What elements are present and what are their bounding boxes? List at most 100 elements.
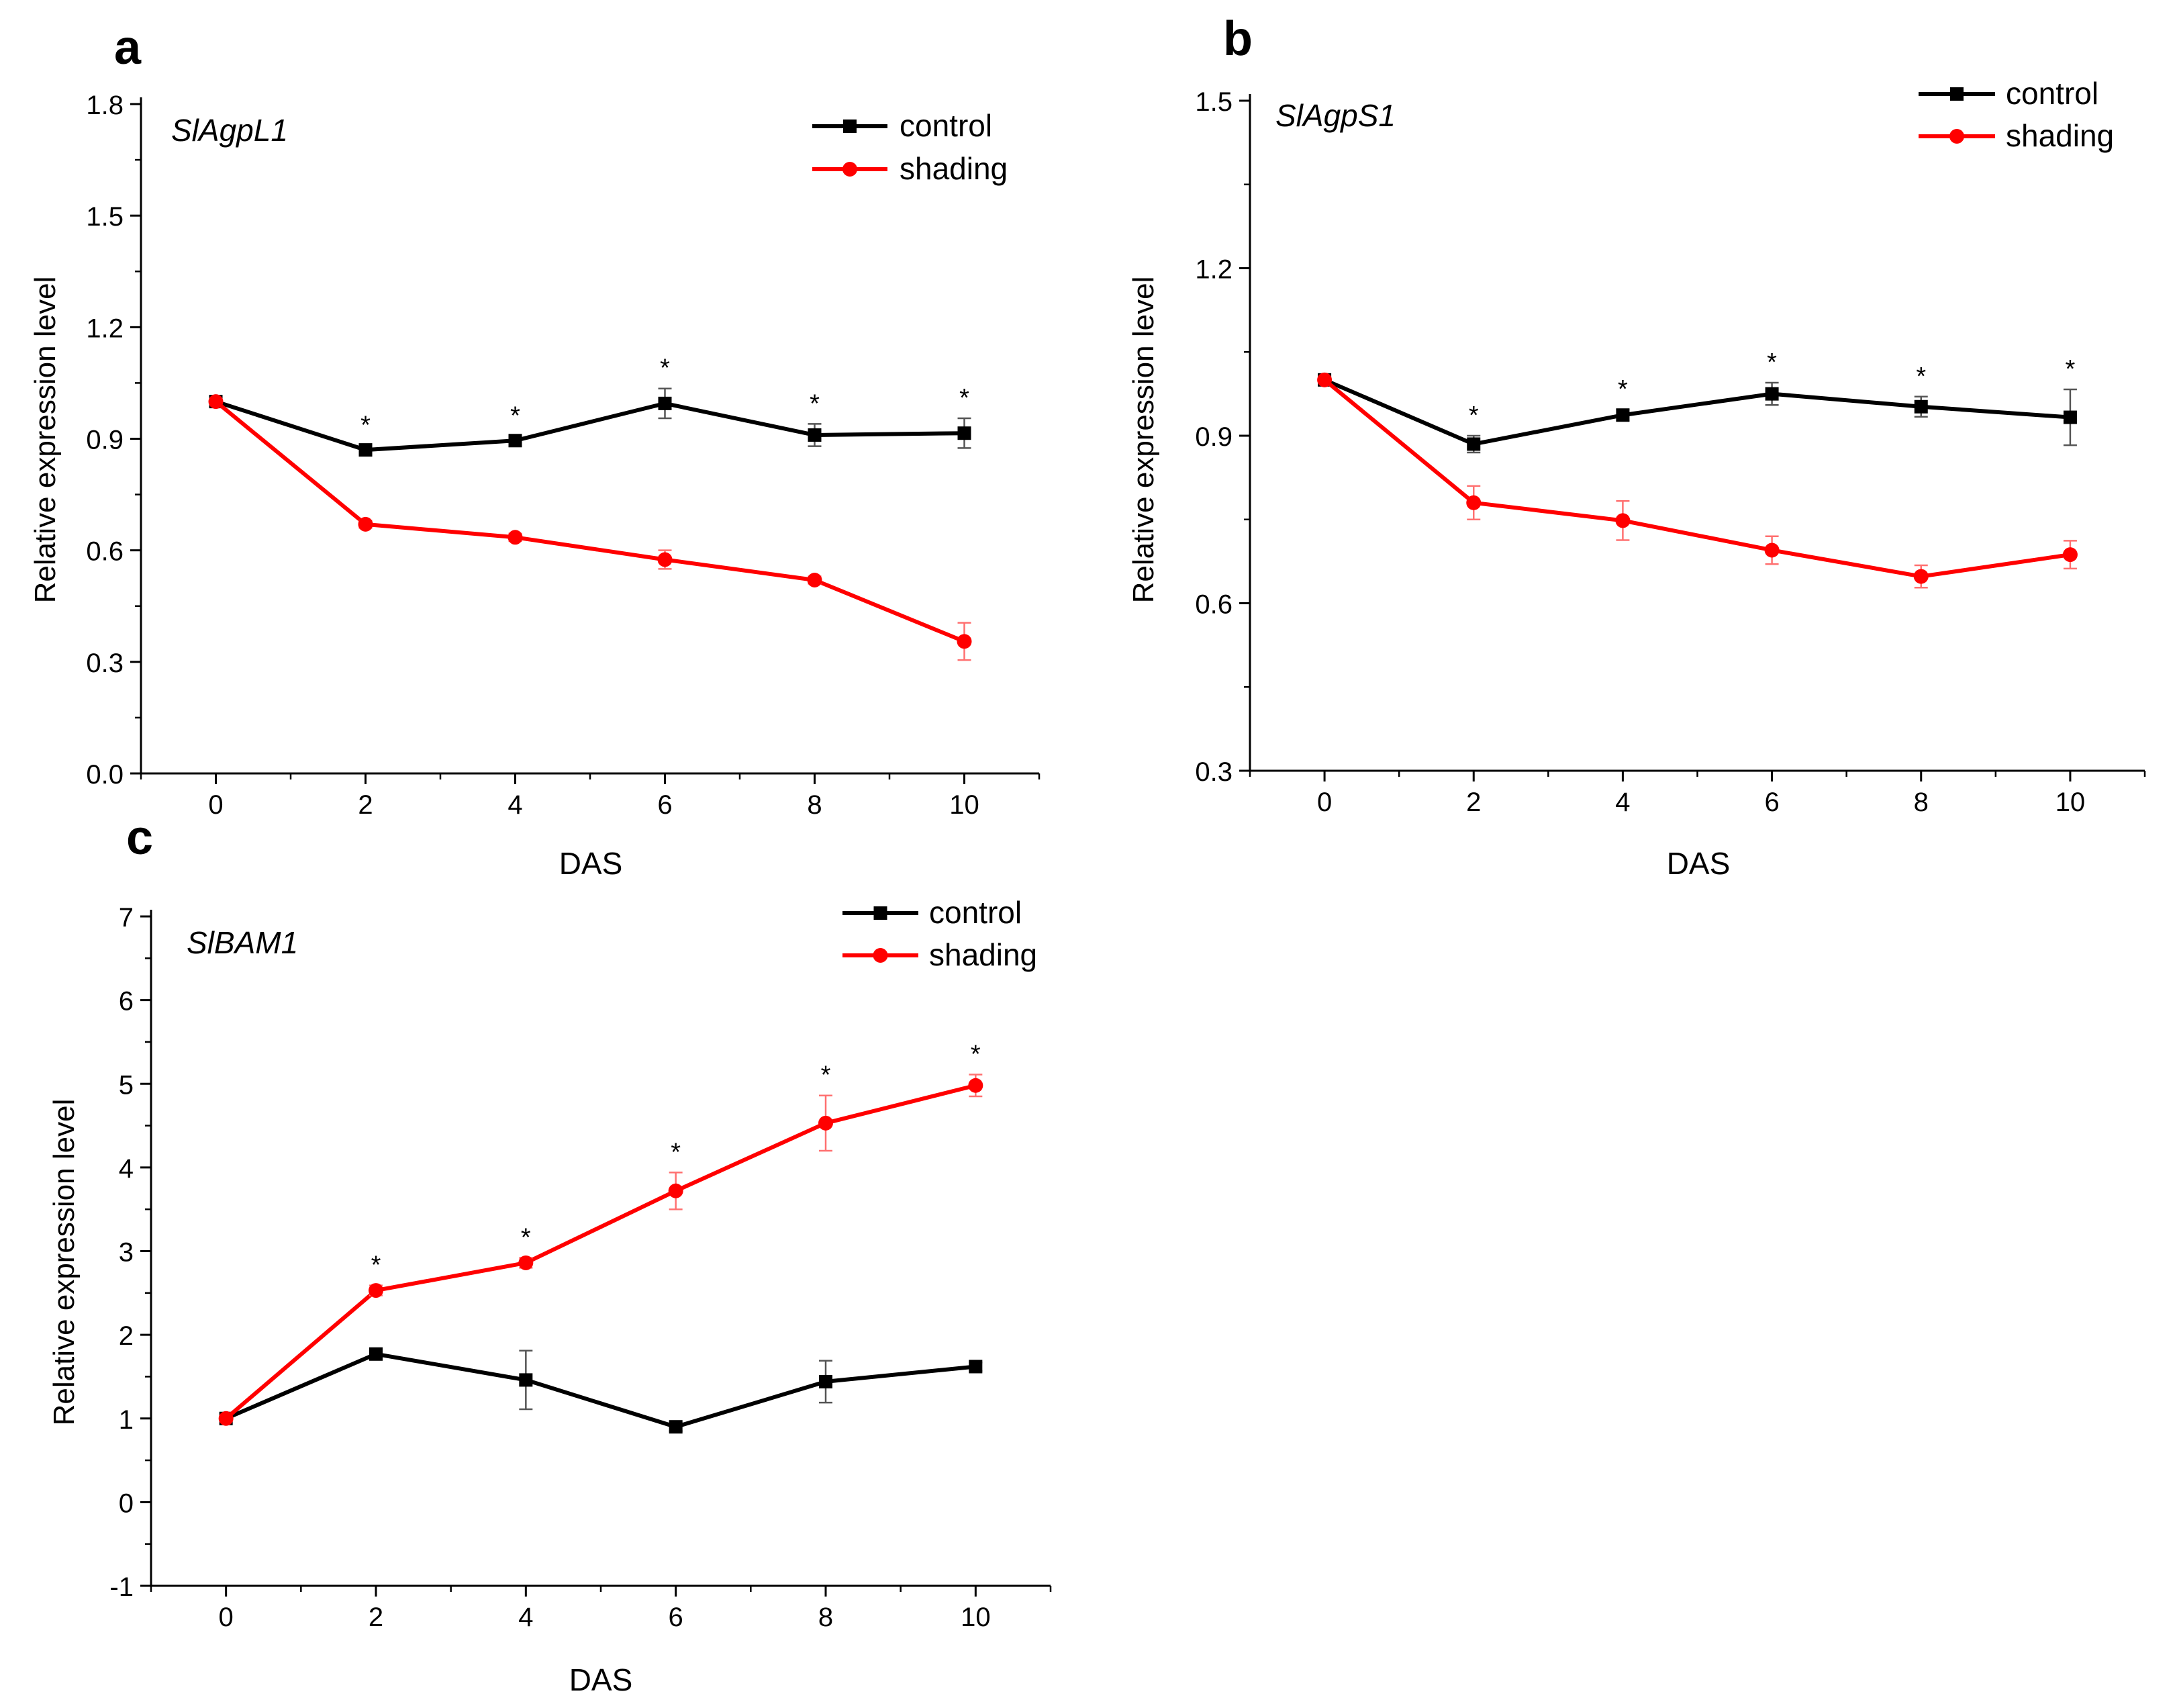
- shading-point-a: [657, 552, 673, 567]
- x-tick-label-c: 2: [369, 1603, 383, 1632]
- gene-label-a: SlAgpL1: [171, 113, 288, 148]
- x-tick-label-c: 10: [961, 1603, 991, 1632]
- y-tick-label-c: 1: [119, 1405, 134, 1435]
- significance-asterisk-c: *: [971, 1041, 981, 1069]
- significance-asterisk-b: *: [2066, 355, 2076, 383]
- y-tick-label-a: 0.6: [86, 537, 124, 567]
- control-point-b: [1467, 437, 1481, 451]
- panel-letter-a: a: [114, 21, 142, 75]
- panel-c: c SlBAM1 Relative expression level DAS -…: [48, 811, 1052, 1697]
- y-tick-label-a: 0.0: [86, 760, 124, 790]
- significance-asterisk-a: *: [660, 354, 670, 383]
- gene-label-c: SlBAM1: [187, 925, 298, 960]
- x-tick-label-c: 6: [669, 1603, 683, 1632]
- control-point-b: [2063, 410, 2077, 424]
- x-tick-label-a: 8: [807, 790, 822, 820]
- legend-label-shading-a: shading: [900, 151, 1008, 186]
- y-tick-label-c: 2: [119, 1321, 134, 1351]
- shading-point-a: [508, 530, 523, 545]
- control-line-a: [215, 399, 965, 453]
- control-point-a: [957, 426, 971, 440]
- significance-asterisk-a: *: [959, 384, 969, 412]
- x-tick-label-a: 2: [358, 790, 373, 820]
- significance-asterisk-b: *: [1469, 401, 1479, 430]
- y-tick-label-c: 0: [119, 1488, 134, 1518]
- shading-point-a: [358, 516, 373, 532]
- significance-asterisk-c: *: [521, 1223, 531, 1251]
- x-tick-label-b: 0: [1317, 788, 1332, 817]
- shading-point-b: [2062, 547, 2078, 563]
- shading-point-c: [518, 1255, 534, 1270]
- y-tick-label-b: 1.2: [1195, 255, 1232, 285]
- y-axis-label-a: Relative expression level: [29, 277, 62, 604]
- legend-marker-control-b: [1950, 87, 1964, 101]
- legend-marker-shading-b: [1949, 129, 1964, 144]
- y-tick-label-b: 0.9: [1195, 422, 1232, 452]
- control-point-c: [819, 1374, 832, 1388]
- control-point-b: [1914, 399, 1928, 414]
- plot-area-c: -1 0 1 2 3 4 5 6 7 0 2 4 6 8 10 * * * * * control shading: [109, 895, 1052, 1632]
- y-tick-label-a: 1.2: [86, 314, 124, 343]
- y-tick-label-c: 5: [119, 1070, 134, 1100]
- y-axis-label-b: Relative expression level: [1127, 277, 1160, 604]
- x-tick-label-b: 4: [1615, 788, 1630, 817]
- shading-point-c: [668, 1183, 683, 1198]
- y-tick-label-c: 6: [119, 987, 134, 1016]
- significance-asterisk-a: *: [360, 411, 371, 439]
- gene-label-b: SlAgpS1: [1275, 98, 1396, 133]
- y-tick-label-a: 0.3: [86, 649, 124, 678]
- shading-point-c: [218, 1411, 234, 1426]
- control-point-a: [508, 434, 522, 448]
- significance-asterisk-a: *: [810, 389, 820, 418]
- shading-line-a: [214, 399, 965, 644]
- y-tick-label-b: 0.3: [1195, 757, 1232, 787]
- x-tick-label-a: 0: [208, 790, 223, 820]
- x-tick-label-b: 10: [2056, 788, 2086, 817]
- control-point-b: [1765, 387, 1779, 401]
- shading-point-a: [957, 634, 972, 649]
- panel-a: a SlAgpL1 Relative expression level DAS …: [29, 21, 1041, 881]
- shading-point-a: [208, 394, 224, 410]
- significance-asterisk-b: *: [1916, 363, 1926, 391]
- legend-label-control-a: control: [900, 108, 992, 143]
- control-line-c: [225, 1351, 976, 1429]
- panel-letter-c: c: [126, 811, 153, 865]
- control-point-c: [519, 1373, 533, 1387]
- control-point-a: [358, 443, 373, 457]
- significance-asterisk-c: *: [371, 1251, 381, 1280]
- control-point-a: [658, 396, 672, 410]
- x-tick-label-b: 8: [1914, 788, 1929, 817]
- plot-area-a: 0.0 0.3 0.6 0.9 1.2 1.5 1.8 0 2 4 6 8 10 * * * * * control…: [86, 91, 1041, 820]
- y-tick-label-c: 3: [119, 1238, 134, 1268]
- shading-point-a: [807, 572, 822, 587]
- x-tick-label-c: 8: [818, 1603, 833, 1632]
- shading-point-b: [1764, 542, 1780, 558]
- y-tick-label-c: 4: [119, 1154, 134, 1184]
- x-tick-label-a: 4: [508, 790, 522, 820]
- y-tick-label-b: 0.6: [1195, 590, 1232, 620]
- significance-asterisk-b: *: [1618, 375, 1628, 404]
- shading-point-c: [369, 1283, 383, 1298]
- shading-point-b: [1615, 513, 1631, 528]
- control-point-c: [369, 1347, 383, 1361]
- shading-point-b: [1913, 569, 1929, 584]
- control-point-c: [969, 1360, 983, 1374]
- significance-asterisk-c: *: [821, 1061, 831, 1090]
- significance-asterisk-a: *: [510, 402, 520, 430]
- control-point-c: [669, 1420, 683, 1434]
- legend-label-control-c: control: [929, 895, 1022, 930]
- y-axis-label-c: Relative expression level: [48, 1099, 81, 1426]
- x-axis-label-c: DAS: [569, 1662, 633, 1697]
- x-tick-label-b: 2: [1466, 788, 1481, 817]
- x-axis-label-b: DAS: [1667, 846, 1731, 881]
- shading-point-c: [968, 1078, 983, 1093]
- y-tick-label-a: 0.9: [86, 426, 124, 455]
- x-tick-label-a: 6: [657, 790, 672, 820]
- control-point-b: [1616, 408, 1630, 422]
- legend-marker-control-a: [843, 120, 857, 133]
- panel-letter-b: b: [1223, 12, 1253, 66]
- y-tick-label-c: 7: [119, 903, 134, 933]
- y-tick-label-c: -1: [109, 1572, 134, 1602]
- shading-line-c: [224, 1083, 977, 1421]
- shading-point-b: [1317, 372, 1333, 387]
